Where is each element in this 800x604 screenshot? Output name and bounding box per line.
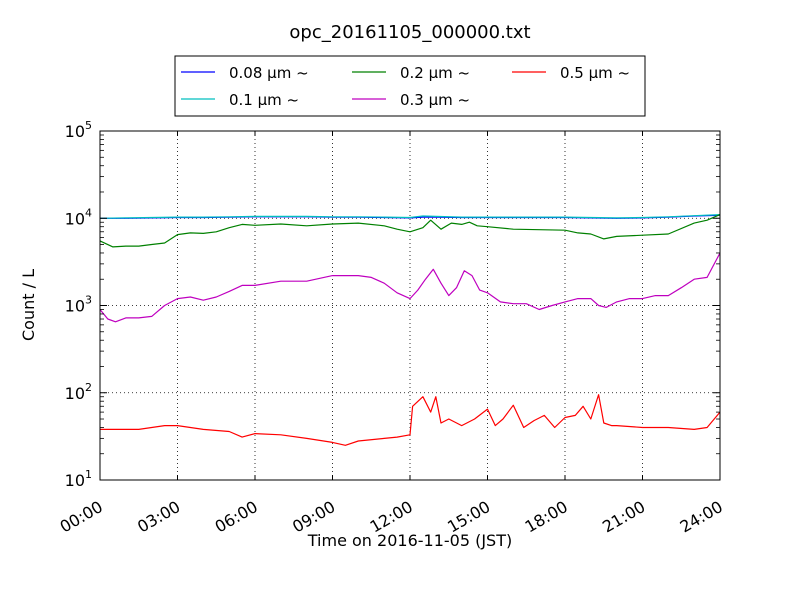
y-tick-label: 103 [65, 294, 92, 316]
series-line-0-3um [99, 252, 721, 323]
x-axis-label: Time on 2016-11-05 (JST) [307, 531, 512, 550]
legend-frame [174, 55, 646, 117]
legend-label-0.08um: 0.08 μm ~ [229, 64, 309, 82]
y-tick-label: 102 [65, 381, 92, 403]
legend-label-0.5um: 0.5 μm ~ [560, 64, 630, 82]
y-axis-label: Count / L [19, 269, 38, 341]
legend-label-0.2um: 0.2 μm ~ [400, 64, 470, 82]
legend: 0.08 μm ~ 0.1 μm ~ 0.2 μm ~ 0.3 μm ~ 0.5… [174, 55, 646, 117]
series-line-0-5um [100, 394, 721, 446]
legend-label-0.1um: 0.1 μm ~ [229, 91, 299, 109]
series-line-0-2um [99, 214, 721, 248]
chart-title: opc_20161105_000000.txt [289, 22, 530, 43]
y-tick-label: 105 [65, 119, 92, 141]
series-layer [99, 214, 721, 446]
series-line-0-1um [99, 214, 721, 219]
y-tick-label: 104 [65, 206, 92, 228]
y-tick-label: 101 [65, 468, 92, 490]
legend-label-0.3um: 0.3 μm ~ [400, 91, 470, 109]
